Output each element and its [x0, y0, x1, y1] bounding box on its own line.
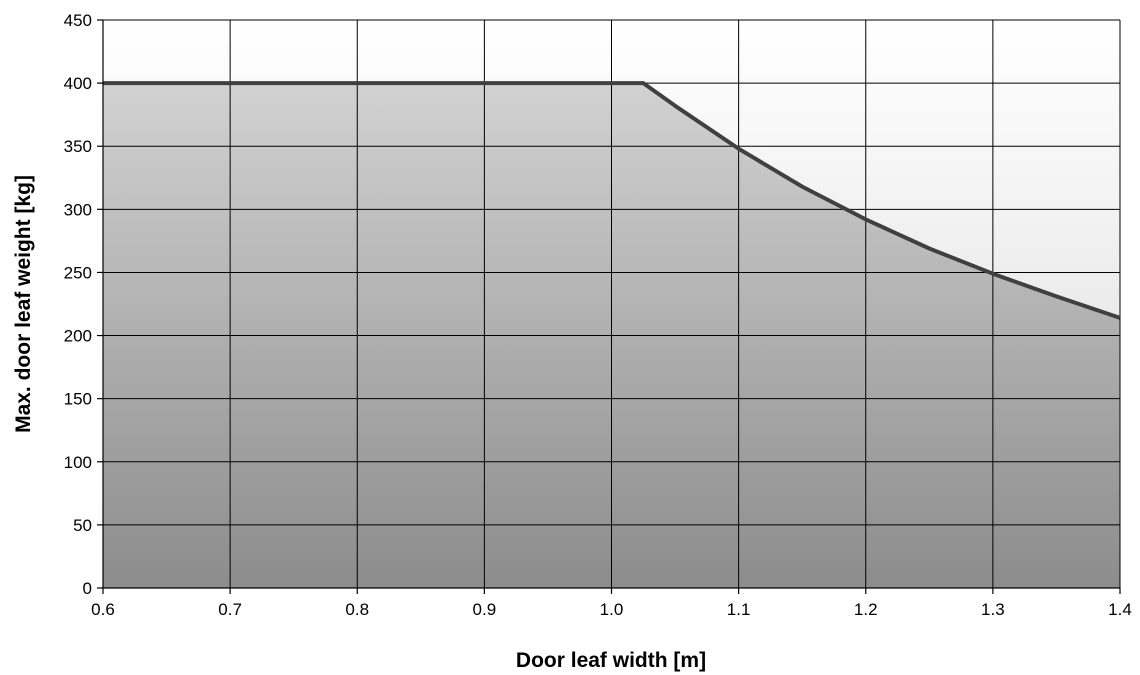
y-tick-label: 200 [64, 327, 92, 346]
y-tick-label: 0 [83, 579, 92, 598]
x-axis-title: Door leaf width [m] [516, 649, 706, 672]
axes [97, 19, 1121, 594]
y-tick-label: 50 [73, 516, 92, 535]
x-tick-label: 1.1 [727, 600, 751, 619]
x-tick-label: 0.9 [473, 600, 497, 619]
y-tick-label: 250 [64, 263, 92, 282]
y-tick-label: 350 [64, 137, 92, 156]
series-line [103, 81, 1121, 320]
x-tick-label: 1.0 [600, 600, 624, 619]
x-tick-label: 1.4 [1108, 600, 1132, 619]
y-tick-label: 300 [64, 200, 92, 219]
x-tick-label: 0.7 [218, 600, 242, 619]
y-axis-title: Max. door leaf weight [kg] [12, 175, 35, 433]
y-tick-label: 450 [64, 11, 92, 30]
x-tick-label: 0.6 [91, 600, 115, 619]
y-tick-label: 400 [64, 74, 92, 93]
y-tick-label: 100 [64, 453, 92, 472]
y-tick-label: 150 [64, 390, 92, 409]
x-tick-label: 0.8 [345, 600, 369, 619]
x-tick-label: 1.2 [854, 600, 878, 619]
x-tick-labels: 0.6 0.7 0.8 0.9 1.0 1.1 1.2 1.3 1.4 [91, 600, 1132, 619]
x-tick-label: 1.3 [981, 600, 1005, 619]
gridlines [103, 19, 1121, 588]
y-tick-labels: 0 50 100 150 200 250 300 350 400 450 [64, 11, 92, 598]
